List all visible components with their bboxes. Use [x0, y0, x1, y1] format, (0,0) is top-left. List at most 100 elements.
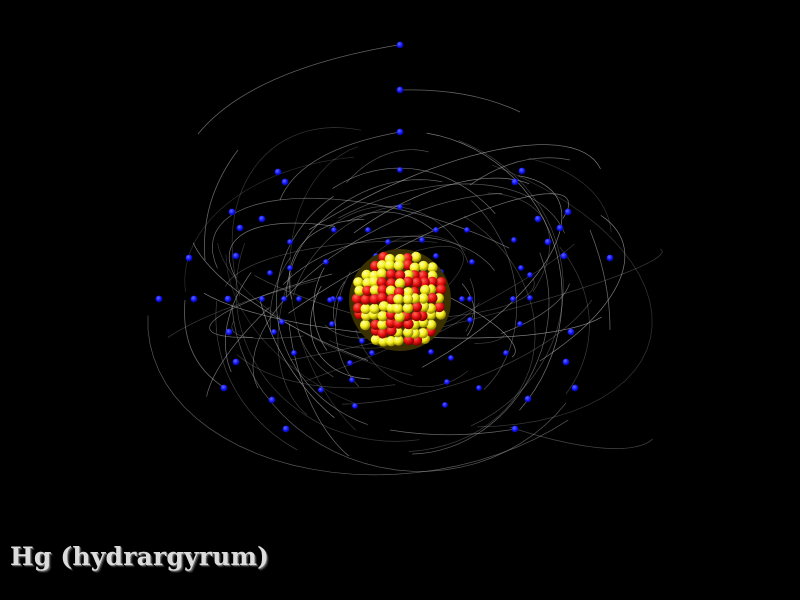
proton	[435, 284, 447, 295]
electron	[365, 227, 371, 233]
orbit-trail	[259, 298, 335, 418]
orbit-trail	[474, 334, 505, 344]
electron	[571, 384, 579, 392]
orbit-trail	[589, 229, 611, 331]
proton	[434, 301, 445, 313]
electron	[428, 349, 434, 355]
proton	[376, 292, 388, 303]
neutron	[393, 335, 404, 346]
proton	[436, 277, 447, 288]
electron	[442, 402, 448, 408]
orbit-trail	[305, 243, 575, 382]
orbit-trail	[313, 267, 328, 351]
orbit-trail	[184, 299, 226, 389]
proton	[411, 277, 422, 288]
electron	[259, 296, 265, 302]
neutron	[361, 269, 372, 281]
electron	[567, 328, 575, 336]
neutron	[360, 319, 371, 331]
proton	[377, 328, 388, 339]
neutron	[427, 262, 438, 273]
neutron	[417, 328, 429, 339]
orbit-trail	[252, 193, 503, 389]
orbit-trail	[435, 290, 516, 358]
electron	[228, 208, 236, 216]
electron	[396, 128, 404, 136]
electron	[281, 178, 289, 186]
electron	[518, 265, 524, 271]
electron	[331, 227, 337, 233]
orbit-trail	[167, 280, 317, 338]
orbit-trail	[297, 329, 334, 378]
orbit-trail	[412, 252, 550, 455]
electron	[448, 355, 454, 361]
electron	[232, 252, 240, 260]
electron	[503, 350, 509, 356]
electron	[349, 377, 355, 383]
proton	[385, 269, 397, 280]
electron	[544, 238, 552, 246]
electron	[556, 224, 564, 232]
proton	[411, 310, 422, 322]
electron	[369, 350, 375, 356]
electron	[296, 296, 302, 302]
electron	[459, 296, 465, 302]
orbit-trail	[458, 140, 564, 427]
electron	[444, 379, 450, 385]
electron	[433, 227, 439, 233]
proton	[427, 292, 438, 304]
neutron	[369, 285, 381, 296]
neutron	[353, 277, 364, 288]
electron	[258, 215, 266, 223]
proton	[394, 270, 406, 281]
electron	[327, 297, 333, 303]
orbit-trail	[528, 157, 612, 233]
orbit-trail	[215, 301, 298, 451]
orbit-trail	[324, 324, 375, 339]
electron	[225, 328, 233, 336]
neutron	[403, 327, 414, 338]
electron	[291, 350, 297, 356]
electron	[517, 321, 523, 327]
electron	[467, 296, 473, 302]
orbit-trail	[332, 167, 496, 215]
neutron	[368, 276, 380, 287]
orbit-trail	[389, 428, 516, 436]
electron	[396, 86, 404, 94]
proton	[402, 276, 414, 287]
neutron	[376, 268, 387, 279]
electron	[564, 208, 572, 216]
orbit-trail	[192, 242, 369, 361]
orbit-trail	[347, 211, 434, 231]
orbit-trail	[333, 281, 345, 327]
orbit-trail	[341, 299, 593, 405]
orbit-trail	[147, 315, 569, 476]
proton	[427, 276, 438, 287]
electron	[524, 395, 532, 403]
orbit-trails	[147, 44, 663, 476]
orbit-trail	[269, 257, 291, 333]
neutron	[377, 319, 388, 330]
orbit-trail	[346, 149, 429, 183]
electron	[287, 265, 293, 271]
orbit-trail	[408, 216, 536, 452]
orbit-trail	[211, 197, 510, 269]
orbit-trail	[279, 131, 401, 201]
proton	[351, 293, 363, 304]
electron	[337, 296, 343, 302]
neutron	[392, 303, 404, 314]
electron	[279, 319, 285, 325]
neutron	[393, 260, 405, 271]
electron-cloud	[155, 41, 614, 433]
electron	[385, 239, 391, 245]
electron	[232, 358, 240, 366]
orbit-trail	[559, 246, 590, 395]
orbit-trail	[231, 321, 304, 339]
proton	[352, 302, 364, 314]
proton	[385, 317, 397, 329]
orbit-trail	[477, 164, 653, 428]
orbit-trail	[353, 177, 530, 234]
neutron	[402, 302, 414, 314]
